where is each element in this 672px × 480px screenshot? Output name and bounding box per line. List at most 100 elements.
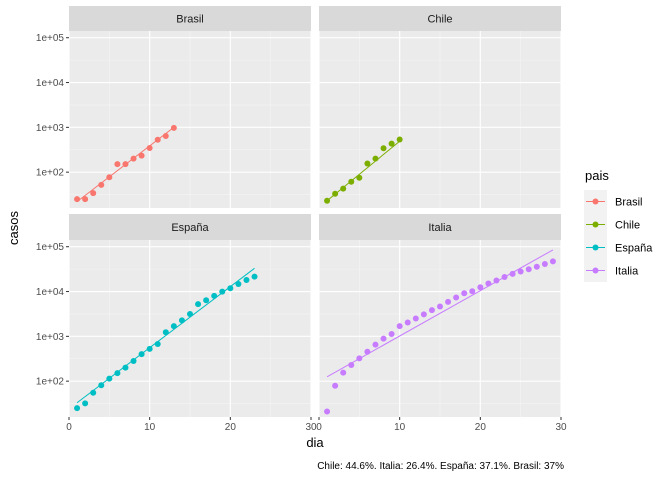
data-point: [533, 263, 540, 270]
legend-key-point: [592, 244, 599, 251]
facet-strip-label: Brasil: [176, 14, 204, 26]
x-tick-label: 30: [305, 422, 317, 433]
data-point: [541, 261, 548, 268]
data-point: [90, 389, 97, 396]
data-point: [485, 280, 492, 287]
data-point: [396, 136, 403, 143]
data-point: [122, 161, 129, 168]
facet-strip: [69, 214, 311, 240]
data-point: [251, 273, 258, 280]
data-point: [187, 311, 193, 318]
facet-strip: [319, 214, 561, 240]
facet-strip: [69, 6, 311, 31]
facet-strip-label: España: [171, 222, 209, 234]
facet-strip-label: Italia: [428, 222, 452, 234]
data-point: [162, 133, 169, 140]
data-point: [404, 319, 411, 326]
data-point: [90, 190, 97, 197]
data-point: [203, 297, 210, 304]
legend: pais Brasil Chile España Italia: [584, 168, 653, 282]
facet-panel-1: Chile: [318, 6, 562, 208]
y-tick-label: 1e+03: [36, 332, 65, 343]
data-point: [98, 382, 105, 389]
x-tick-label: 0: [316, 422, 322, 433]
data-point: [82, 400, 89, 407]
legend-key-point: [592, 267, 599, 274]
data-point: [340, 369, 347, 376]
data-point: [420, 311, 427, 318]
caption: Chile: 44.6%. Italia: 26.4%. España: 37.…: [317, 461, 564, 472]
data-point: [74, 196, 81, 203]
panels-group: Brasil Chile España Italia: [68, 6, 562, 417]
x-tick-label: 10: [394, 422, 406, 433]
data-point: [380, 145, 387, 152]
data-point: [195, 301, 202, 308]
data-point: [396, 323, 403, 330]
x-tick-label: 30: [555, 422, 567, 433]
data-point: [106, 375, 113, 382]
trend-line-3: [326, 249, 554, 378]
data-point: [364, 348, 371, 355]
x-tick-label: 20: [225, 422, 237, 433]
data-point: [469, 288, 476, 295]
data-point: [130, 357, 137, 364]
y-tick-label: 1e+04: [36, 78, 65, 89]
legend-label: Brasil: [615, 197, 643, 209]
data-point: [412, 315, 419, 322]
legend-label: Italia: [615, 266, 639, 278]
data-point: [364, 160, 371, 167]
facet-panel-3: Italia: [318, 214, 562, 417]
data-point: [130, 155, 137, 162]
data-point: [211, 292, 218, 299]
legend-key-point: [592, 198, 599, 205]
data-point: [114, 370, 121, 377]
data-point: [372, 341, 379, 348]
data-point: [178, 317, 185, 324]
data-point: [235, 280, 242, 287]
data-point: [332, 190, 339, 197]
legend-title: pais: [585, 168, 609, 183]
data-point: [372, 155, 379, 162]
data-point: [493, 277, 500, 284]
legend-label: España: [615, 243, 653, 255]
facet-panel-0: Brasil: [68, 6, 312, 208]
data-point: [170, 124, 177, 131]
data-point: [428, 307, 435, 314]
data-point: [332, 382, 339, 389]
data-point: [162, 329, 169, 336]
data-point: [501, 273, 508, 280]
data-point: [477, 284, 484, 291]
data-point: [461, 290, 468, 297]
legend-label: Chile: [615, 220, 640, 232]
y-tick-label: 1e+04: [36, 287, 65, 298]
data-point: [437, 303, 443, 310]
data-point: [340, 185, 347, 192]
y-tick-label: 1e+05: [36, 242, 65, 253]
y-axis-title: casos: [6, 211, 21, 245]
y-tick-label: 1e+03: [36, 123, 65, 134]
data-point: [154, 341, 161, 348]
data-point: [388, 330, 395, 337]
legend-key-point: [592, 221, 599, 228]
facet-panel-2: España: [68, 214, 312, 417]
y-tick-label: 1e+05: [36, 33, 65, 44]
y-tick-label: 1e+02: [36, 168, 65, 179]
data-point: [227, 285, 234, 292]
data-point: [525, 266, 532, 273]
data-point: [170, 323, 177, 330]
x-tick-label: 20: [475, 422, 487, 433]
data-point: [324, 408, 331, 415]
data-point: [445, 298, 452, 305]
data-point: [453, 294, 460, 301]
data-point: [348, 178, 355, 185]
data-point: [138, 351, 145, 358]
facet-strip: [319, 6, 561, 31]
data-point: [348, 362, 355, 369]
data-point: [146, 345, 153, 352]
data-point: [356, 174, 363, 181]
data-point: [243, 277, 250, 284]
data-point: [356, 355, 363, 362]
data-point: [509, 270, 516, 277]
data-point: [549, 258, 556, 265]
